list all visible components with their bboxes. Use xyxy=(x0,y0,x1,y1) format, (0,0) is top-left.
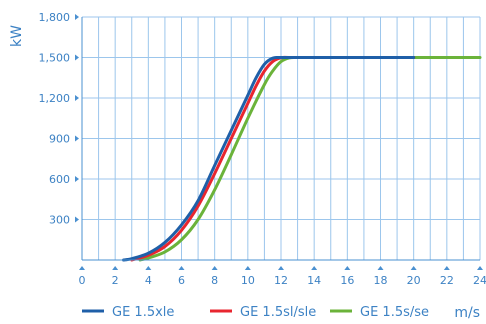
x-tick-label: 4 xyxy=(145,274,152,287)
x-tick-label: 8 xyxy=(211,274,218,287)
legend: GE 1.5xle GE 1.5sl/sle GE 1.5s/se xyxy=(82,305,429,320)
series-lines xyxy=(121,55,482,262)
x-tick-marker xyxy=(211,266,218,270)
x-tick-label: 18 xyxy=(374,274,388,287)
x-tick-label: 22 xyxy=(440,274,454,287)
x-tick-marker xyxy=(145,266,152,270)
x-axis-unit-label: m/s xyxy=(454,305,480,321)
y-tick-label: 1,500 xyxy=(39,52,71,65)
y-tick-marker xyxy=(75,176,79,182)
x-tick-marker xyxy=(377,266,384,270)
y-tick-label: 1,800 xyxy=(39,11,71,24)
x-tick-marker xyxy=(477,266,483,270)
x-tick-marker xyxy=(112,266,119,270)
x-tick-label: 0 xyxy=(79,274,86,287)
y-tick-label: 300 xyxy=(49,214,70,227)
x-tick-label: 20 xyxy=(407,274,421,287)
x-tick-marker xyxy=(278,266,284,270)
x-tick-label: 10 xyxy=(241,274,255,287)
legend-label: GE 1.5sl/sle xyxy=(240,305,316,320)
x-tick-marker xyxy=(410,266,417,270)
x-tick-label: 12 xyxy=(274,274,288,287)
y-axis-unit-label: kW xyxy=(9,25,25,47)
x-tick-marker xyxy=(311,266,318,270)
x-tick-marker xyxy=(244,266,251,270)
y-tick-marker xyxy=(75,135,79,142)
y-tick-marker xyxy=(75,95,79,101)
x-tick-label: 24 xyxy=(473,274,486,287)
x-tick-label: 16 xyxy=(340,274,354,287)
x-tick-marker xyxy=(178,266,185,270)
y-tick-label: 1,200 xyxy=(39,92,71,105)
x-tick-label: 2 xyxy=(112,274,119,287)
legend-label: GE 1.5xle xyxy=(112,305,174,320)
x-tick-marker xyxy=(79,266,85,270)
series-line-0 xyxy=(121,55,416,262)
x-tick-label: 6 xyxy=(178,274,185,287)
x-tick-marker xyxy=(344,266,351,270)
legend-label: GE 1.5s/se xyxy=(360,305,429,320)
x-tick-marker xyxy=(443,266,450,270)
y-tick-marker xyxy=(75,216,79,223)
y-tick-label: 900 xyxy=(49,133,70,146)
y-tick-label: 600 xyxy=(49,173,70,186)
y-tick-marker xyxy=(75,14,79,20)
y-tick-marker xyxy=(75,54,79,61)
x-tick-label: 14 xyxy=(307,274,321,287)
